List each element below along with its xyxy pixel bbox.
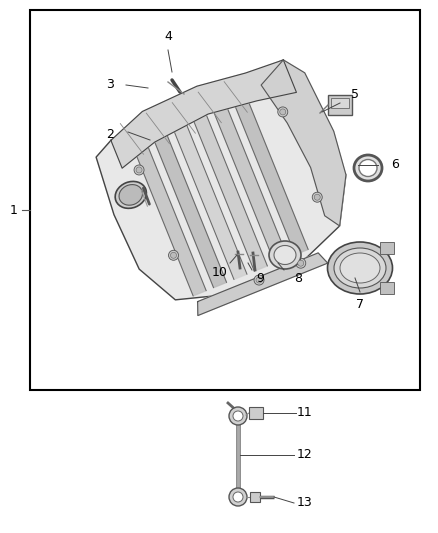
Ellipse shape [119,184,142,205]
Ellipse shape [274,246,296,264]
Text: 12: 12 [297,448,313,462]
Polygon shape [152,130,226,288]
Text: 1: 1 [10,204,18,216]
Circle shape [296,258,306,268]
Circle shape [169,251,179,260]
Polygon shape [233,96,308,255]
Circle shape [312,192,322,202]
Polygon shape [198,253,328,316]
Circle shape [233,411,243,421]
Text: 13: 13 [297,497,313,510]
Ellipse shape [334,248,386,288]
Circle shape [256,277,262,283]
Text: 9: 9 [256,271,264,285]
Ellipse shape [340,253,380,283]
Text: 11: 11 [297,407,313,419]
Text: 6: 6 [391,158,399,172]
Circle shape [136,167,142,173]
Circle shape [314,194,320,200]
Polygon shape [172,121,247,279]
Bar [250,492,260,502]
Bar [331,98,349,108]
Ellipse shape [354,155,382,181]
Circle shape [298,260,304,266]
Polygon shape [261,60,346,226]
Circle shape [229,407,247,425]
Bar [249,407,263,419]
Text: 5: 5 [351,88,359,101]
Polygon shape [193,113,267,271]
Circle shape [170,252,177,259]
Circle shape [134,165,144,175]
Circle shape [278,107,288,117]
Text: 10: 10 [212,265,228,279]
Polygon shape [213,104,288,263]
Ellipse shape [115,181,146,208]
Circle shape [233,492,243,502]
Text: 8: 8 [294,271,302,285]
Ellipse shape [359,159,377,176]
Polygon shape [131,138,206,296]
Circle shape [229,488,247,506]
Circle shape [280,109,286,115]
Polygon shape [96,60,346,300]
Text: 7: 7 [356,298,364,311]
Text: 3: 3 [106,78,114,92]
Text: 2: 2 [106,128,114,141]
Bar [380,242,394,254]
Polygon shape [111,60,297,168]
Ellipse shape [269,241,301,269]
Circle shape [254,275,264,285]
Bar [380,282,394,294]
Bar [328,95,352,115]
Bar [30,10,420,390]
Ellipse shape [328,242,392,294]
Text: 4: 4 [164,30,172,44]
